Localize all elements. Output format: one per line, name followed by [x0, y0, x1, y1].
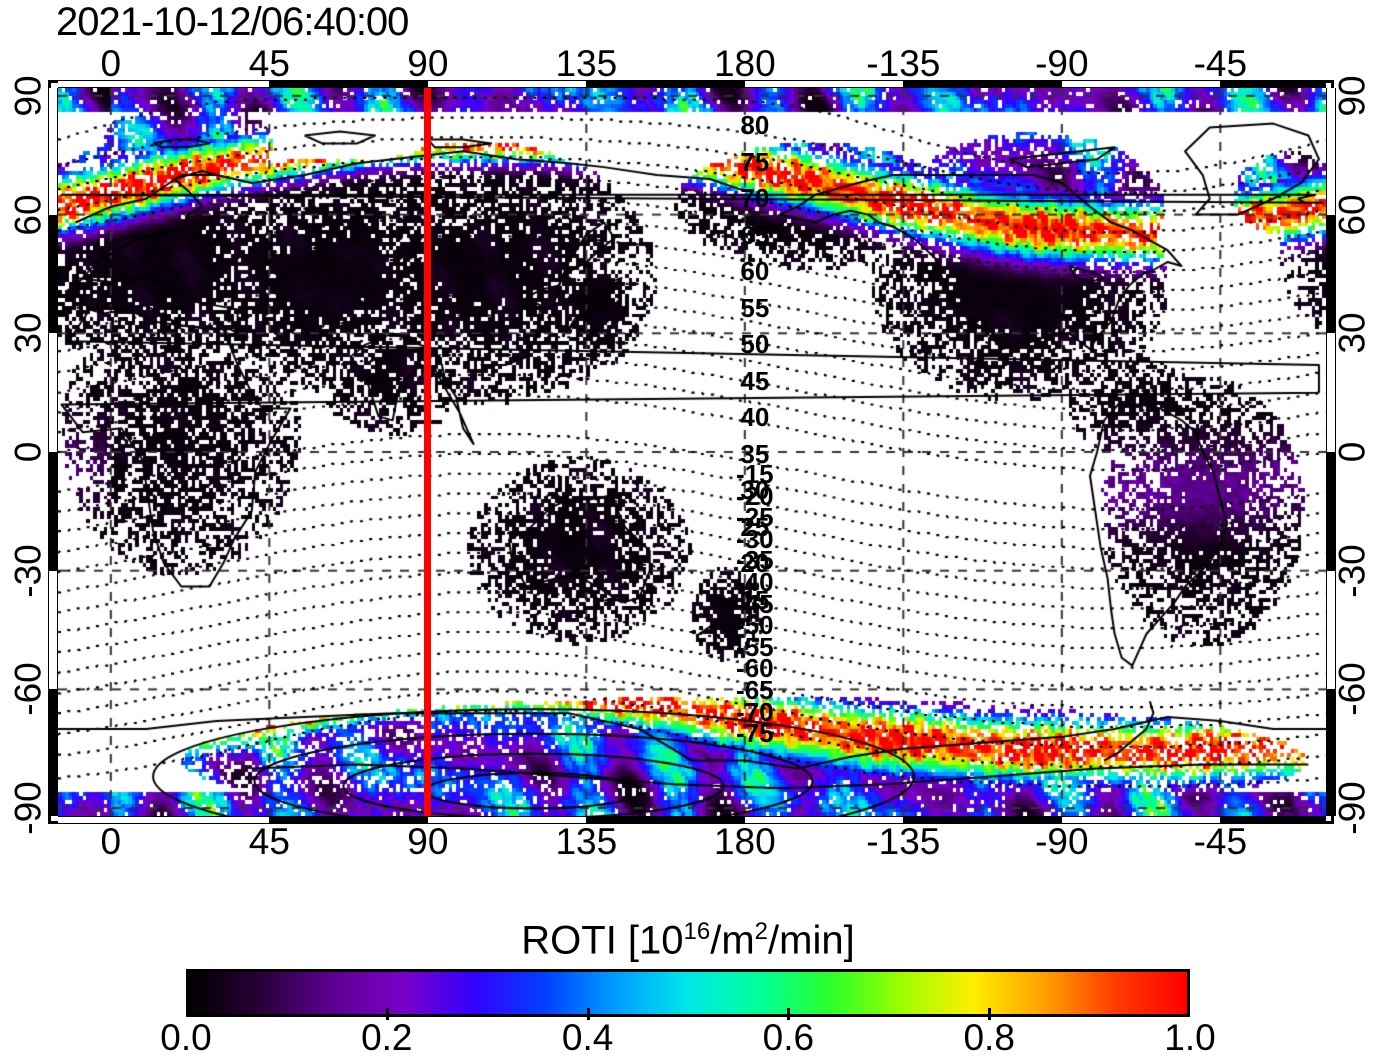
y-tick-label: 90: [7, 75, 49, 117]
maglat-label: -45: [736, 588, 774, 619]
maglat-label: 30: [740, 475, 770, 505]
maglat-label: -75: [736, 718, 774, 749]
ruler-gap-left: [49, 570, 57, 690]
x-tick-label: -135: [866, 821, 941, 862]
colorbar-tick-label: 0.8: [963, 1017, 1015, 1058]
x-tick-label: 90: [407, 821, 449, 862]
maglat-label: 40: [740, 402, 770, 432]
roti-heatmap-canvas: [58, 88, 1326, 816]
ruler-gap-right: [1327, 570, 1335, 690]
ruler-gap-bottom: [110, 817, 270, 823]
colorbar-tick-label: 0.4: [561, 1017, 614, 1058]
y-tick-label: 30: [7, 312, 49, 354]
y-tick-label: -30: [1331, 543, 1373, 598]
ruler-gap-top: [58, 81, 111, 87]
map-plot-area: [58, 88, 1326, 816]
maglat-label: 75: [740, 146, 770, 177]
x-tick-label: 45: [248, 43, 290, 84]
x-tick-label: 180: [713, 43, 776, 84]
ruler-gap-right: [1327, 95, 1335, 215]
x-tick-label: 135: [555, 43, 618, 84]
y-tick-label: -90: [7, 781, 49, 835]
ruler-gap-right: [1327, 88, 1335, 96]
colorbar-tick: [385, 1008, 389, 1020]
colorbar-title: ROTI [1016/m2/min]: [521, 918, 855, 963]
y-tick-label: -30: [7, 543, 49, 598]
maglat-label: 25: [740, 511, 770, 542]
ruler-gap-left: [49, 95, 57, 215]
axis-ruler-bottom: [58, 816, 1326, 824]
colorbar-gradient: [189, 972, 1187, 1014]
colorbar-tick-label: 1.0: [1164, 1017, 1216, 1058]
x-tick-label: -45: [1193, 43, 1248, 84]
ruler-gap-left: [49, 333, 57, 452]
maglat-label: -35: [736, 545, 774, 576]
colorbar-tick-label: 0.6: [762, 1017, 815, 1058]
colorbar-tick: [586, 1008, 590, 1020]
maglat-label: 70: [740, 183, 770, 213]
colorbar-tick: [787, 1008, 791, 1020]
axis-ruler-right: [1326, 88, 1336, 816]
maglat-label: -60: [736, 653, 774, 684]
ruler-gap-top: [427, 81, 587, 87]
page-title: 2021-10-12/06:40:00: [56, 0, 409, 44]
x-tick-label: -90: [1035, 821, 1089, 862]
maglat-label: -55: [736, 631, 774, 662]
ruler-gap-top: [1061, 81, 1221, 87]
axis-ruler-top: [58, 80, 1326, 88]
ruler-gap-bottom: [744, 817, 904, 823]
y-tick-label: -60: [1331, 662, 1373, 717]
y-tick-label: 0: [1331, 441, 1373, 463]
x-tick-label: 135: [555, 821, 618, 862]
ruler-gap-bottom: [58, 817, 111, 823]
ruler-gap-left: [49, 88, 57, 96]
colorbar-tick-label: 0.2: [361, 1017, 413, 1058]
maglat-label: 45: [740, 365, 770, 396]
maglat-label: -25: [736, 502, 774, 533]
maglat-label: -70: [736, 696, 774, 727]
maglat-label: 20: [740, 548, 770, 578]
y-tick-label: 0: [7, 441, 49, 463]
y-tick-label: -60: [7, 662, 49, 717]
x-tick-label: 90: [407, 43, 449, 84]
noon-meridian-line: [424, 88, 431, 816]
colorbar-tick-label: 0.0: [160, 1017, 212, 1058]
maglat-label: -30: [736, 523, 774, 554]
colorbar: [186, 969, 1190, 1017]
maglat-label: 80: [740, 110, 770, 140]
x-tick-label: 180: [713, 821, 776, 862]
ruler-gap-top: [110, 81, 270, 87]
y-tick-label: -90: [1331, 781, 1373, 835]
maglat-label: 55: [740, 292, 770, 323]
y-tick-label: 90: [1331, 75, 1373, 117]
maglat-label: -15: [736, 459, 774, 489]
y-tick-label: 60: [7, 194, 49, 236]
colorbar-tick: [988, 1008, 992, 1020]
ruler-gap-top: [744, 81, 904, 87]
x-tick-label: 45: [248, 821, 290, 862]
x-tick-label: -135: [866, 43, 941, 84]
x-tick-label: -90: [1035, 43, 1089, 84]
maglat-label: 50: [740, 329, 770, 359]
ruler-gap-bottom: [1061, 817, 1221, 823]
maglat-label: 60: [740, 256, 770, 286]
x-tick-label: 0: [100, 43, 122, 84]
maglat-label: 35: [740, 438, 770, 469]
maglat-label: -40: [736, 567, 774, 597]
ruler-gap-bottom: [427, 817, 587, 823]
y-tick-label: 60: [1331, 194, 1373, 236]
maglat-label: 65: [740, 219, 770, 250]
axis-ruler-left: [48, 88, 58, 816]
y-tick-label: 30: [1331, 312, 1373, 354]
maglat-label: 15: [740, 584, 770, 615]
ruler-gap-right: [1327, 333, 1335, 452]
x-tick-label: 0: [100, 821, 122, 862]
x-tick-label: -45: [1193, 821, 1248, 862]
maglat-label: -20: [736, 480, 774, 511]
maglat-label: -50: [736, 610, 774, 641]
maglat-label: -65: [736, 675, 774, 705]
